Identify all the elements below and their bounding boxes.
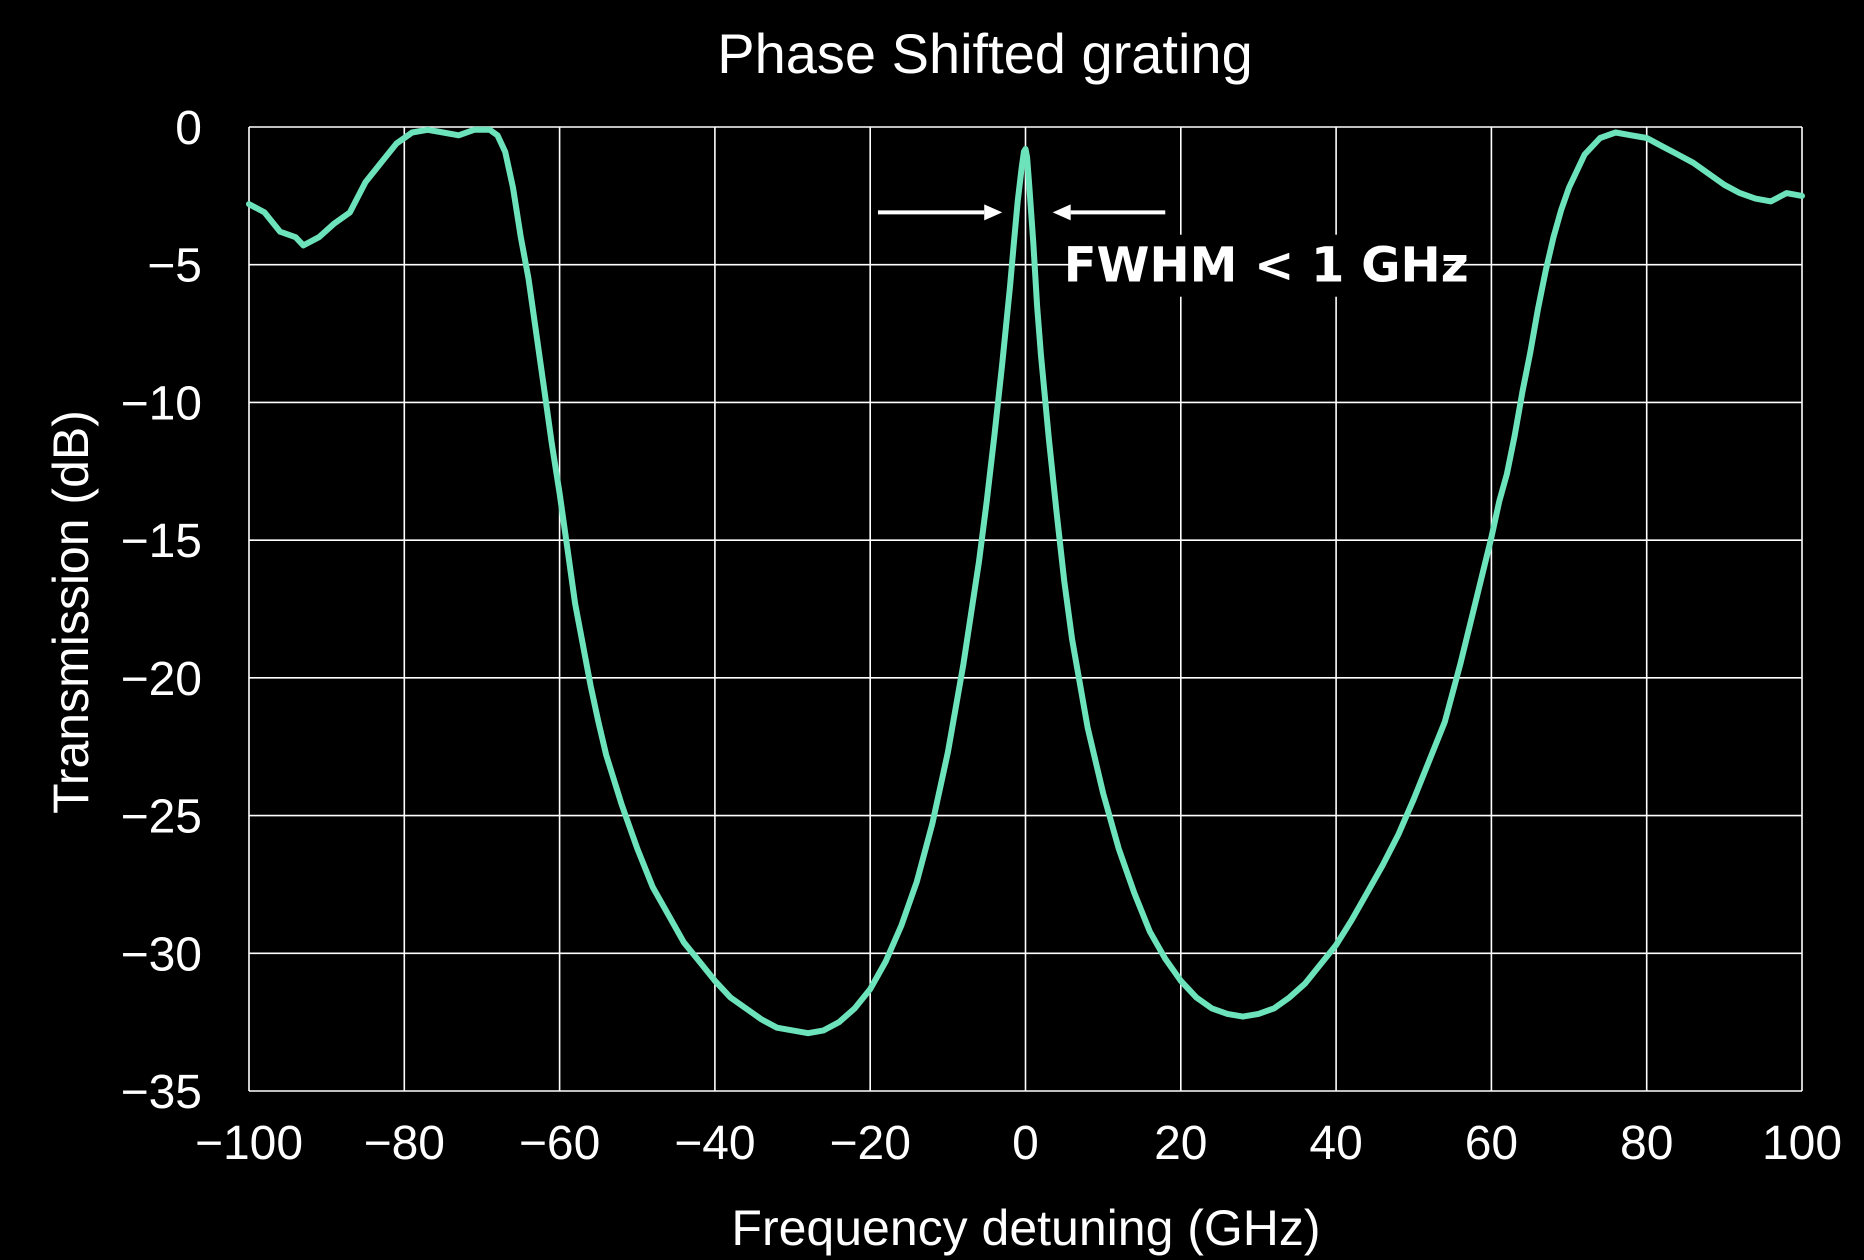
annotation-label: FWHM < 1 GHz [1064,238,1469,294]
y-tick-label: −10 [121,377,202,430]
y-tick-label: −20 [121,653,202,706]
x-tick-label: −40 [674,1117,755,1170]
y-tick-labels: 0 −5 −10 −15 −20 −25 −30 −35 [121,102,202,1119]
arrow-right-head [1052,204,1071,221]
arrow-left-head [984,204,1003,221]
x-tick-label: −60 [519,1117,600,1170]
x-tick-label: 20 [1154,1117,1207,1170]
series-line [246,126,1805,1037]
y-tick-label: −5 [147,240,202,293]
x-tick-label: 40 [1309,1117,1362,1170]
y-tick-label: −35 [121,1066,202,1119]
x-tick-label: −80 [364,1117,445,1170]
fwhm-annotation: FWHM < 1 GHz [877,204,1469,297]
y-tick-label: −30 [121,928,202,981]
x-axis-title: Frequency detuning (GHz) [731,1200,1320,1256]
grid [248,126,1803,1092]
y-tick-label: −25 [121,791,202,844]
y-tick-label: 0 [175,102,202,155]
y-axis-title: Transmission (dB) [43,410,99,814]
x-tick-label: 60 [1465,1117,1518,1170]
y-tick-label: −15 [121,515,202,568]
x-tick-label: 100 [1762,1117,1842,1170]
chart-title: Phase Shifted grating [717,22,1252,85]
x-tick-label: −100 [195,1117,303,1170]
x-tick-label: 0 [1012,1117,1039,1170]
x-tick-labels: −100 −80 −60 −40 −20 0 20 40 60 80 100 [195,1117,1842,1170]
annotation-background [1088,234,1445,297]
x-tick-label: 80 [1620,1117,1673,1170]
x-tick-label: −20 [829,1117,910,1170]
